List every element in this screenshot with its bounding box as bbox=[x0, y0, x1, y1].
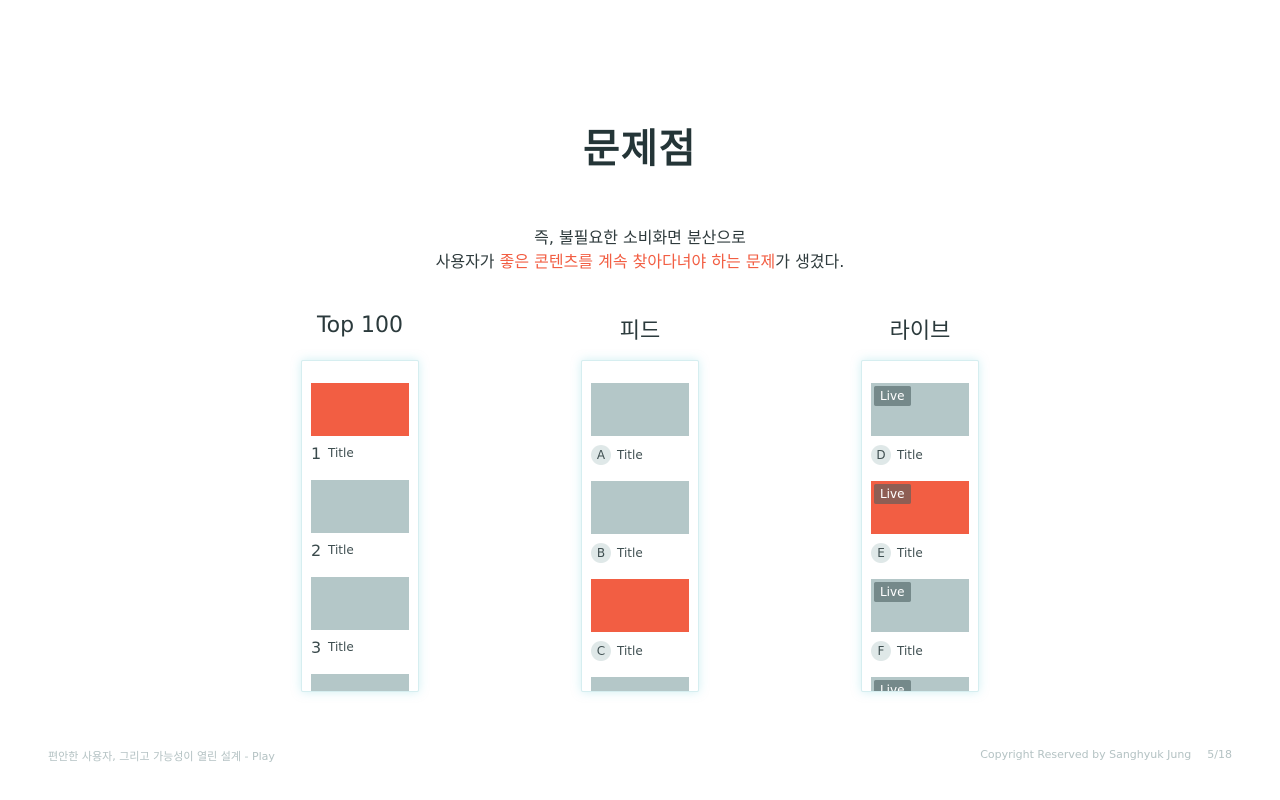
column-label-live: 라이브 bbox=[889, 319, 951, 344]
live-badge: Live bbox=[874, 484, 911, 504]
live-badge: Live bbox=[874, 582, 911, 602]
phone-mockup-live: Live D Title Live E Title Live F Title L… bbox=[861, 360, 979, 692]
thumbnail[interactable] bbox=[311, 674, 409, 691]
thumbnail[interactable]: Live bbox=[871, 481, 969, 534]
list-item[interactable]: E Title bbox=[871, 543, 923, 563]
phone-mockup-top100: 1 Title 2 Title 3 Title bbox=[301, 360, 419, 692]
thumbnail[interactable] bbox=[591, 383, 689, 436]
avatar-badge: B bbox=[591, 543, 611, 563]
column-label-feed: 피드 bbox=[619, 319, 661, 344]
subtitle-line-2: 사용자가 좋은 콘텐츠를 계속 찾아다녀야 하는 문제가 생겼다. bbox=[0, 250, 1280, 274]
item-title: Title bbox=[897, 448, 923, 462]
item-title: Title bbox=[617, 546, 643, 560]
item-title: Title bbox=[897, 546, 923, 560]
thumbnail[interactable] bbox=[591, 481, 689, 534]
list-item[interactable]: 1 Title bbox=[311, 443, 354, 463]
item-title: Title bbox=[328, 446, 354, 460]
phone-mockup-feed: A Title B Title C Title bbox=[581, 360, 699, 692]
slide-title: 문제점 bbox=[583, 126, 697, 172]
item-title: Title bbox=[617, 448, 643, 462]
footer-copyright: Copyright Reserved by Sanghyuk Jung bbox=[980, 748, 1192, 761]
item-title: Title bbox=[328, 543, 354, 557]
slide-subtitle: 즉, 불필요한 소비화면 분산으로 사용자가 좋은 콘텐츠를 계속 찾아다녀야 … bbox=[0, 226, 1280, 274]
footer-deck-title: 편안한 사용자, 그리고 가능성이 열린 설계 - Play bbox=[48, 750, 275, 763]
thumbnail[interactable] bbox=[591, 677, 689, 691]
rank-number: 1 bbox=[311, 443, 322, 463]
avatar-badge: C bbox=[591, 641, 611, 661]
avatar-badge: A bbox=[591, 445, 611, 465]
thumbnail[interactable] bbox=[591, 579, 689, 632]
live-badge: Live bbox=[874, 680, 911, 691]
rank-number: 3 bbox=[311, 637, 322, 657]
thumbnail[interactable]: Live bbox=[871, 677, 969, 691]
avatar-badge: D bbox=[871, 445, 891, 465]
thumbnail[interactable] bbox=[311, 577, 409, 630]
list-item[interactable]: C Title bbox=[591, 641, 643, 661]
item-title: Title bbox=[328, 640, 354, 654]
list-item[interactable]: 3 Title bbox=[311, 637, 354, 657]
list-item[interactable]: F Title bbox=[871, 641, 923, 661]
live-badge: Live bbox=[874, 386, 911, 406]
thumbnail[interactable]: Live bbox=[871, 383, 969, 436]
subtitle-highlight: 좋은 콘텐츠를 계속 찾아다녀야 하는 문제 bbox=[499, 252, 776, 271]
subtitle-line-1: 즉, 불필요한 소비화면 분산으로 bbox=[534, 228, 746, 247]
list-item[interactable]: D Title bbox=[871, 445, 923, 465]
page-number: 5/18 bbox=[1207, 748, 1232, 761]
thumbnail[interactable] bbox=[311, 480, 409, 533]
list-item[interactable]: A Title bbox=[591, 445, 643, 465]
thumbnail[interactable] bbox=[311, 383, 409, 436]
avatar-badge: F bbox=[871, 641, 891, 661]
avatar-badge: E bbox=[871, 543, 891, 563]
thumbnail[interactable]: Live bbox=[871, 579, 969, 632]
subtitle-suffix: 가 생겼다. bbox=[775, 252, 845, 271]
list-item[interactable]: B Title bbox=[591, 543, 643, 563]
footer-right: Copyright Reserved by Sanghyuk Jung 5/18 bbox=[980, 748, 1232, 761]
column-label-top100: Top 100 bbox=[316, 313, 404, 338]
item-title: Title bbox=[897, 644, 923, 658]
rank-number: 2 bbox=[311, 540, 322, 560]
subtitle-prefix: 사용자가 bbox=[435, 252, 500, 271]
item-title: Title bbox=[617, 644, 643, 658]
list-item[interactable]: 2 Title bbox=[311, 540, 354, 560]
